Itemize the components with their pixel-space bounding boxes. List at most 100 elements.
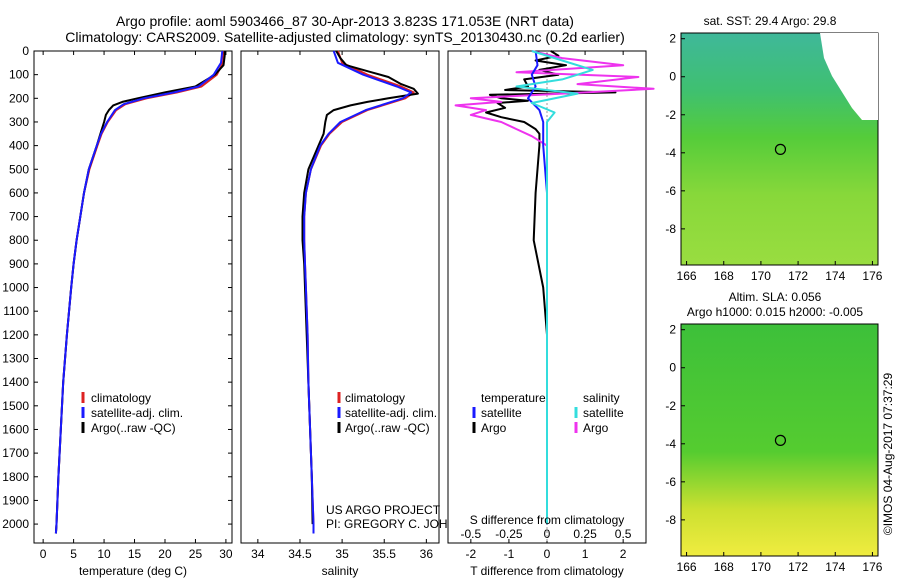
map-y-tick-label: -2 bbox=[665, 108, 676, 122]
map-y-tick-label: -8 bbox=[665, 222, 676, 236]
sst-map-ticks: 166 168 170 172 174 176 2 0 -2 -4 -6 -8 bbox=[665, 32, 882, 283]
legend-label-satellite: satellite-adj. clim. bbox=[345, 406, 437, 420]
salinity-legend: climatology satellite-adj. clim. Argo(..… bbox=[337, 391, 437, 435]
x-tick-label: 2 bbox=[620, 547, 627, 561]
salinity-satellite-line bbox=[303, 50, 413, 534]
salinity-xlabel: salinity bbox=[322, 564, 359, 578]
legend-label-argo: Argo(..raw -QC) bbox=[345, 421, 430, 435]
salinity-panel: 34 34.5 35 35.5 36 salinity climatology sate… bbox=[240, 50, 482, 578]
x-tick-label: 36 bbox=[420, 547, 434, 561]
figure-title-line1: Argo profile: aoml 5903466_87 30-Apr-201… bbox=[116, 13, 574, 29]
x-tick-label: 10 bbox=[97, 547, 111, 561]
temperature-xlabel: temperature (deg C) bbox=[79, 564, 187, 578]
difference-t-xlabel: T difference from climatology bbox=[470, 564, 624, 578]
legend-label-climatology: climatology bbox=[345, 391, 405, 405]
credit-project: US ARGO PROJECT bbox=[326, 503, 441, 517]
credit-pi: PI: GREGORY C. JOHNSON bbox=[326, 517, 482, 531]
depth-tick-label: 200 bbox=[9, 91, 29, 105]
depth-tick-label: 900 bbox=[9, 257, 29, 271]
map-x-tick-label: 166 bbox=[677, 560, 697, 574]
map-y-tick-label: -4 bbox=[665, 437, 676, 451]
salinity-x-ticks: 34 34.5 35 35.5 36 bbox=[251, 51, 433, 561]
x-tick-label: 0 bbox=[40, 547, 47, 561]
s-diff-tick-label: 0.25 bbox=[573, 527, 597, 541]
x-tick-label: 1 bbox=[582, 547, 589, 561]
map-x-tick-label: 168 bbox=[714, 560, 734, 574]
legend-label-climatology: climatology bbox=[91, 391, 151, 405]
map-y-tick-label: 2 bbox=[669, 323, 676, 337]
depth-tick-label: 100 bbox=[9, 68, 29, 82]
map-x-tick-label: 174 bbox=[825, 269, 845, 283]
difference-legend: temperature salinity satellite Argo sate… bbox=[472, 391, 624, 435]
depth-tick-label: 1200 bbox=[2, 328, 29, 342]
temperature-panel: 0100200300400500600700800900100011001200… bbox=[2, 44, 646, 578]
s-diff-tick-label: -0.25 bbox=[495, 527, 523, 541]
sla-map-panel: Altim. SLA: 0.056 Argo h1000: 0.015 h200… bbox=[665, 290, 882, 574]
depth-tick-label: 2000 bbox=[2, 517, 29, 531]
map-y-tick-label: -6 bbox=[665, 184, 676, 198]
sst-map-profile-marker bbox=[774, 143, 787, 155]
legend-title-temperature: temperature bbox=[481, 391, 546, 405]
sla-map-profile-marker bbox=[774, 434, 787, 446]
salinity-plot-frame bbox=[240, 50, 440, 544]
map-x-tick-label: 170 bbox=[751, 269, 771, 283]
depth-tick-label: 300 bbox=[9, 115, 29, 129]
depth-tick-label: 1400 bbox=[2, 375, 29, 389]
sst-map-panel: sat. SST: 29.4 Argo: 29.8 166 168 170 172 17… bbox=[665, 14, 882, 283]
legend-label-satellite: satellite-adj. clim. bbox=[91, 406, 183, 420]
map-x-tick-label: 174 bbox=[825, 560, 845, 574]
difference-s-xlabel: S difference from climatology bbox=[470, 513, 625, 527]
x-tick-label: -2 bbox=[466, 547, 477, 561]
map-y-tick-label: 0 bbox=[669, 361, 676, 375]
x-tick-label: 34 bbox=[251, 547, 265, 561]
sal-diff-satellite-line bbox=[515, 50, 594, 525]
sst-map-title: sat. SST: 29.4 Argo: 29.8 bbox=[704, 14, 837, 28]
depth-tick-label: 800 bbox=[9, 233, 29, 247]
x-tick-label: -1 bbox=[504, 547, 515, 561]
legend-label-temp-satellite: satellite bbox=[481, 406, 522, 420]
figure-title-line2: Climatology: CARS2009. Satellite-adjuste… bbox=[65, 29, 625, 45]
s-diff-tick-label: 0 bbox=[544, 527, 551, 541]
difference-lines bbox=[454, 50, 655, 525]
map-y-tick-label: -2 bbox=[665, 399, 676, 413]
sla-map-title2: Argo h1000: 0.015 h2000: -0.005 bbox=[687, 305, 863, 319]
legend-label-temp-argo: Argo bbox=[481, 421, 507, 435]
map-x-tick-label: 172 bbox=[788, 269, 808, 283]
depth-tick-label: 500 bbox=[9, 162, 29, 176]
x-tick-label: 5 bbox=[70, 547, 77, 561]
legend-label-argo: Argo(..raw -QC) bbox=[91, 421, 176, 435]
sst-map-land-mask bbox=[820, 33, 878, 120]
x-tick-label: 30 bbox=[219, 547, 233, 561]
legend-label-sal-argo: Argo bbox=[583, 421, 609, 435]
map-x-tick-label: 170 bbox=[751, 560, 771, 574]
map-x-tick-label: 176 bbox=[862, 560, 882, 574]
depth-tick-label: 700 bbox=[9, 210, 29, 224]
map-y-tick-label: 0 bbox=[669, 70, 676, 84]
x-tick-label: 35.5 bbox=[373, 547, 397, 561]
depth-tick-label: 1500 bbox=[2, 399, 29, 413]
depth-tick-label: 400 bbox=[9, 139, 29, 153]
depth-tick-label: 600 bbox=[9, 186, 29, 200]
temperature-satellite-line bbox=[54, 50, 224, 534]
x-tick-label: 15 bbox=[128, 547, 142, 561]
salinity-lines bbox=[301, 50, 419, 534]
depth-tick-label: 1600 bbox=[2, 422, 29, 436]
map-x-tick-label: 168 bbox=[714, 269, 734, 283]
map-x-tick-label: 172 bbox=[788, 560, 808, 574]
depth-tick-label: 1000 bbox=[2, 281, 29, 295]
temperature-x-ticks: 0 5 10 15 20 25 30 bbox=[40, 51, 233, 561]
s-diff-tick-label: -0.5 bbox=[461, 527, 482, 541]
map-y-tick-label: -8 bbox=[665, 513, 676, 527]
map-x-tick-label: 176 bbox=[862, 269, 882, 283]
depth-tick-label: 1700 bbox=[2, 446, 29, 460]
map-y-tick-label: -6 bbox=[665, 475, 676, 489]
temperature-legend: climatology satellite-adj. clim. Argo(..… bbox=[81, 391, 183, 435]
x-tick-label: 25 bbox=[189, 547, 203, 561]
map-y-tick-label: 2 bbox=[669, 32, 676, 46]
map-x-tick-label: 166 bbox=[677, 269, 697, 283]
depth-tick-label: 0 bbox=[22, 44, 29, 58]
depth-tick-label: 1300 bbox=[2, 352, 29, 366]
x-tick-label: 0 bbox=[544, 547, 551, 561]
sla-map-title1: Altim. SLA: 0.056 bbox=[729, 290, 822, 304]
